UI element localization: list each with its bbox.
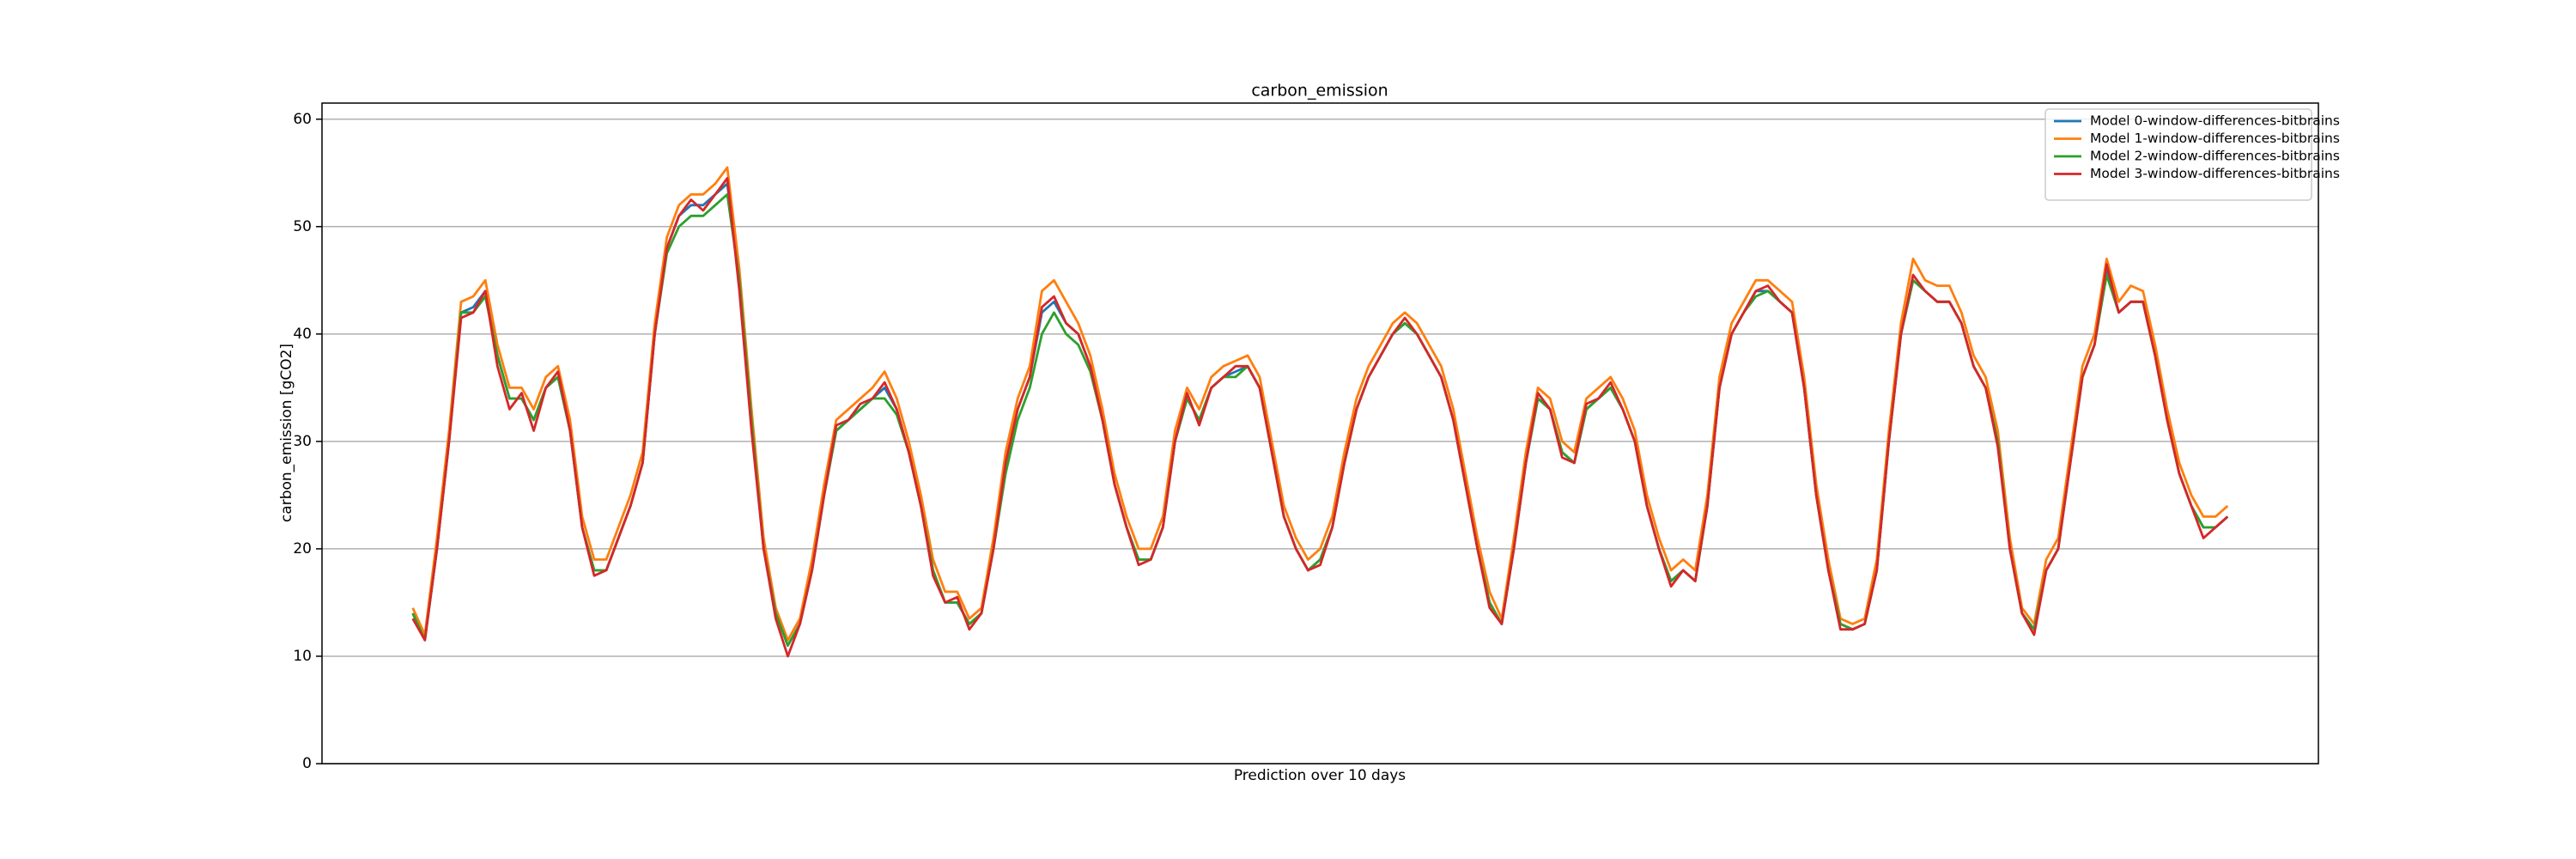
- axes-frame: [321, 102, 2319, 765]
- y-axis-label: carbon_emission [gCO2]: [278, 344, 295, 522]
- y-tick-label: 50: [293, 218, 312, 235]
- legend-box: [2044, 108, 2312, 201]
- y-tick-label: 40: [293, 326, 312, 343]
- series-line: [411, 166, 2229, 642]
- legend-label: Model 1-window-differences-bitbrains: [2090, 131, 2340, 146]
- legend-label: Model 3-window-differences-bitbrains: [2090, 166, 2340, 181]
- y-tick-label: 60: [293, 111, 312, 128]
- chart-title: carbon_emission: [1251, 82, 1388, 101]
- y-tick-label: 20: [293, 540, 312, 557]
- series-line: [411, 177, 2229, 658]
- legend-label: Model 2-window-differences-bitbrains: [2090, 149, 2340, 164]
- x-axis-label: Prediction over 10 days: [1234, 767, 1406, 784]
- y-tick-label: 0: [302, 755, 312, 772]
- y-tick-label: 10: [293, 648, 312, 665]
- y-tick-label: 30: [293, 433, 312, 450]
- legend-label: Model 0-window-differences-bitbrains: [2090, 113, 2340, 129]
